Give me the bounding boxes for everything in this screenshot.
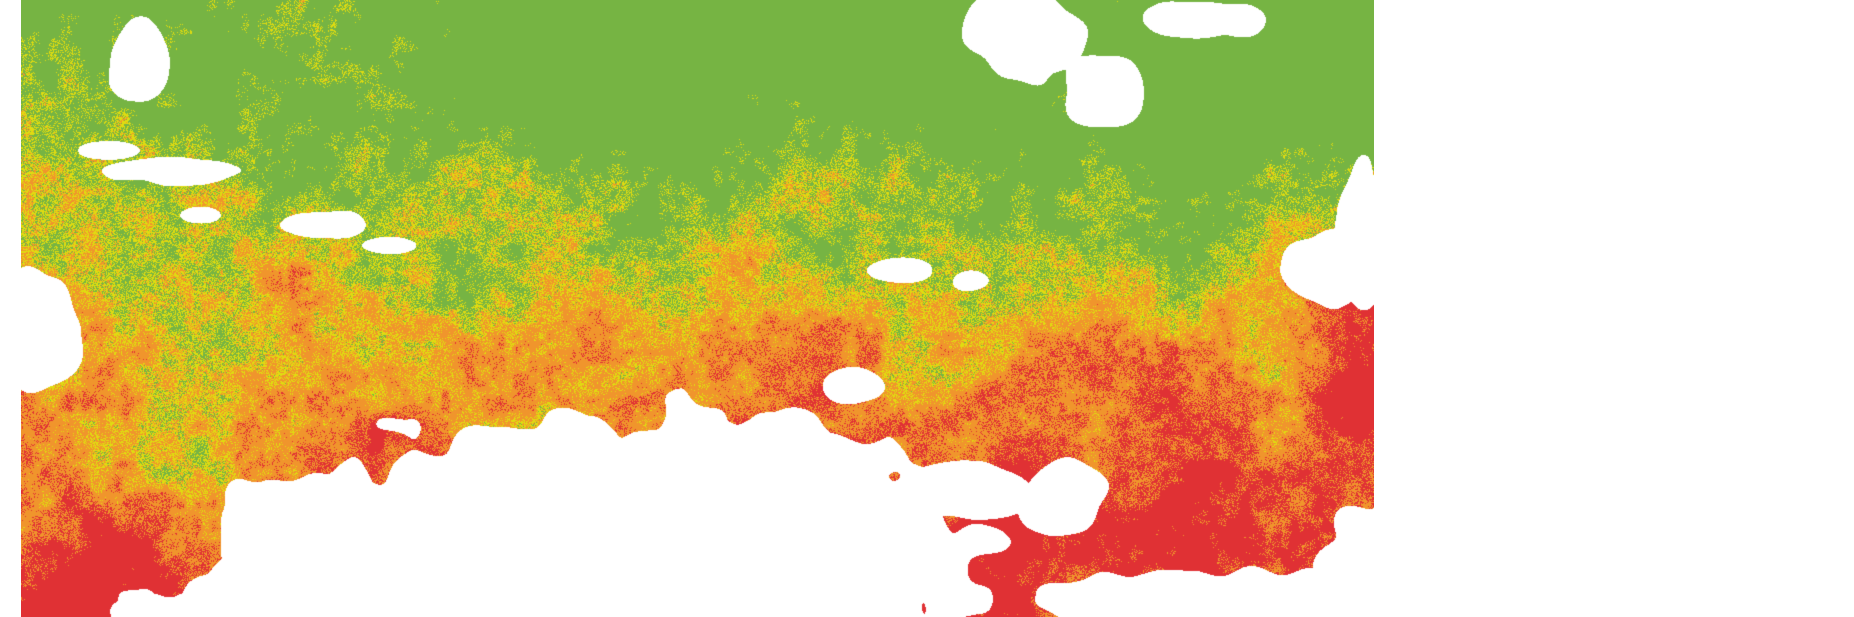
raster-map xyxy=(21,0,1374,617)
